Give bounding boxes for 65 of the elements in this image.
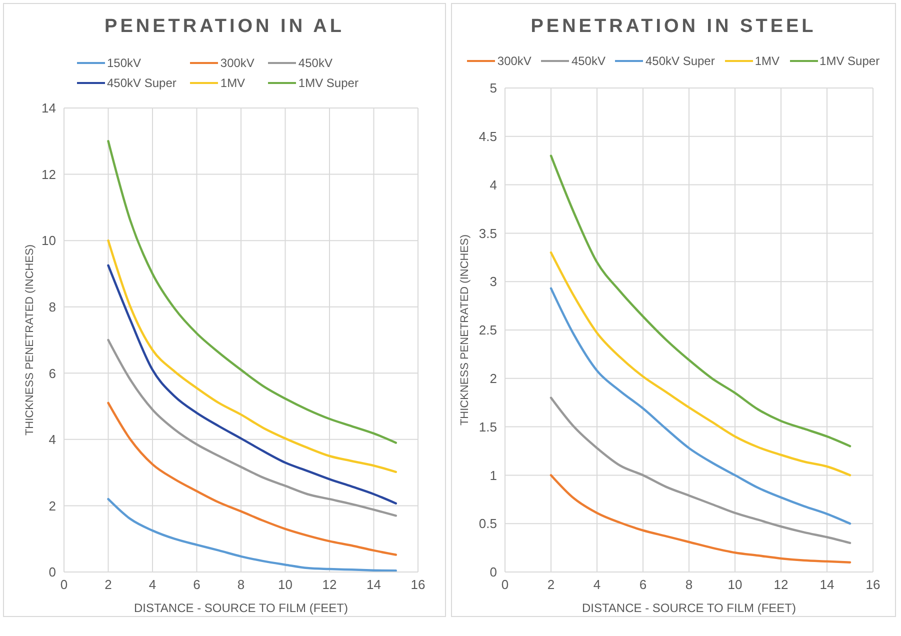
y-tick-label: 0 xyxy=(490,564,497,580)
x-tick-label: 12 xyxy=(322,577,337,592)
y-tick-label: 1 xyxy=(490,468,497,483)
x-axis-title: DISTANCE - SOURCE TO FILM (FEET) xyxy=(134,601,348,615)
x-tick-label: 4 xyxy=(593,577,601,592)
y-tick-label: 2 xyxy=(48,498,56,514)
legend-label: 300kV xyxy=(497,54,532,68)
x-tick-label: 16 xyxy=(410,577,426,592)
legend-label: 1MV Super xyxy=(820,54,880,68)
x-tick-label: 4 xyxy=(148,577,156,592)
y-axis-title: THICKNESS PENETRATED (INCHES) xyxy=(459,234,471,426)
y-tick-label: 0.5 xyxy=(478,516,497,532)
legend-label: 300kV xyxy=(220,56,254,70)
line-series xyxy=(107,140,397,444)
legend-label: 450kV xyxy=(571,54,606,68)
legend-label: 450kV xyxy=(298,56,332,70)
y-tick-label: 10 xyxy=(42,233,56,248)
y-axis-title: THICKNESS PENETRATED (INCHES) xyxy=(24,244,36,436)
legend-label: 450kV Super xyxy=(645,54,715,68)
chart-title: PENETRATION IN STEEL xyxy=(530,16,818,38)
line-series xyxy=(107,498,397,572)
x-tick-label: 0 xyxy=(60,577,68,592)
line-series xyxy=(550,251,852,476)
legend-label: 1MV xyxy=(754,54,780,68)
legend-label: 1MV xyxy=(220,76,246,90)
line-series xyxy=(107,338,397,517)
y-tick-label: 3 xyxy=(490,274,497,290)
y-tick-label: 6 xyxy=(48,366,56,381)
x-tick-label: 8 xyxy=(685,577,693,592)
line-series xyxy=(550,287,852,525)
x-tick-label: 14 xyxy=(366,577,381,592)
x-tick-label: 8 xyxy=(237,577,245,592)
y-tick-label: 3.5 xyxy=(478,226,497,241)
x-tick-label: 16 xyxy=(866,577,880,592)
y-tick-label: 4 xyxy=(48,432,56,448)
line-series xyxy=(107,402,397,556)
x-tick-label: 6 xyxy=(193,577,200,592)
x-tick-label: 2 xyxy=(104,577,112,592)
x-tick-label: 10 xyxy=(728,577,742,592)
y-tick-label: 1.5 xyxy=(478,419,497,434)
y-tick-label: 0 xyxy=(48,564,56,580)
y-tick-label: 2.5 xyxy=(478,322,497,338)
x-tick-label: 12 xyxy=(774,577,788,592)
x-tick-label: 2 xyxy=(547,577,555,592)
chart-title: PENETRATION IN AL xyxy=(104,16,346,38)
legend-label: 1MV Super xyxy=(298,76,358,90)
line-series xyxy=(550,396,852,544)
y-tick-label: 4 xyxy=(490,177,497,192)
y-tick-label: 2 xyxy=(490,371,497,386)
y-tick-label: 8 xyxy=(48,299,56,314)
line-series xyxy=(107,239,397,474)
x-tick-label: 10 xyxy=(278,577,292,592)
line-series xyxy=(550,154,852,448)
legend-label: 150kV xyxy=(107,56,142,70)
legend-label: 450kV Super xyxy=(107,76,176,90)
y-tick-label: 4.5 xyxy=(478,129,497,144)
x-tick-label: 6 xyxy=(639,577,647,592)
y-tick-label: 12 xyxy=(42,166,56,182)
x-tick-label: 0 xyxy=(501,577,509,592)
x-tick-label: 14 xyxy=(820,577,834,592)
line-series xyxy=(550,474,852,564)
y-tick-label: 14 xyxy=(42,100,56,116)
x-axis-title: DISTANCE - SOURCE TO FILM (FEET) xyxy=(582,601,796,615)
y-tick-label: 5 xyxy=(490,80,497,96)
line-series xyxy=(107,264,397,505)
